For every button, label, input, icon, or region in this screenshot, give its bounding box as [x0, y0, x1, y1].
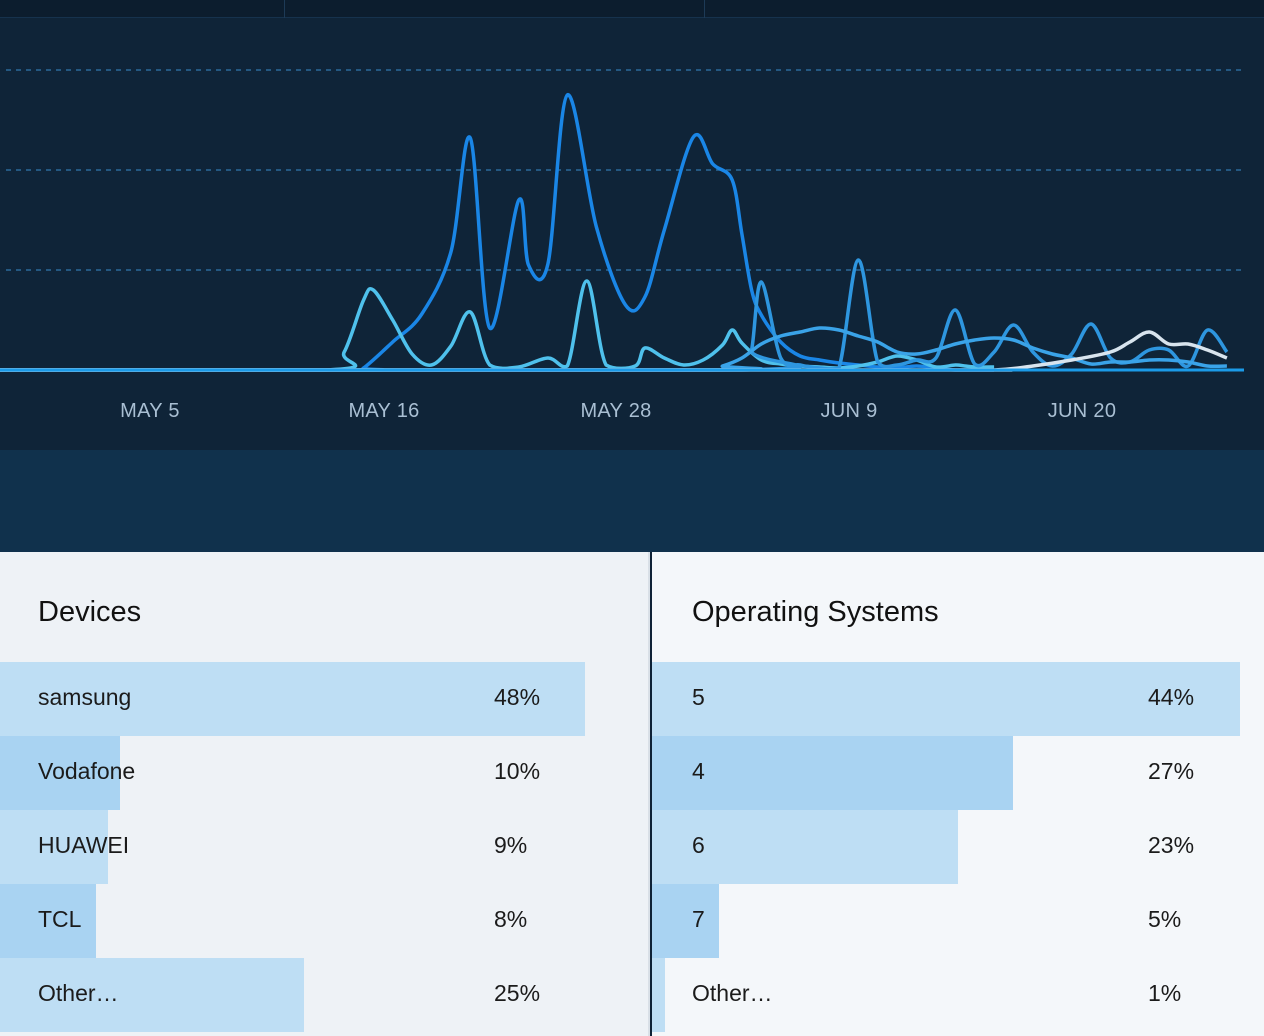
os-percent: 5% — [1148, 906, 1182, 932]
x-tick-label: MAY 28 — [580, 400, 652, 422]
os-percent: 23% — [1148, 832, 1195, 858]
os-label: 4 — [692, 758, 705, 784]
series-line-2[interactable] — [0, 279, 995, 372]
device-bar — [0, 884, 96, 958]
device-percent: 25% — [494, 980, 541, 1006]
os-row[interactable]: Other… 1% — [652, 958, 1264, 1032]
os-percent: 27% — [1148, 758, 1195, 784]
os-row[interactable]: 5 44% — [652, 662, 1264, 736]
operating-systems-title: Operating Systems — [692, 596, 939, 628]
device-label: Other… — [38, 980, 119, 1006]
os-percent: 1% — [1148, 980, 1182, 1006]
device-row[interactable]: TCL 8% — [0, 884, 648, 958]
series-line-4[interactable] — [0, 326, 1227, 372]
device-label: HUAWEI — [38, 832, 130, 858]
os-bar — [652, 662, 1240, 736]
os-row[interactable]: 6 23% — [652, 810, 1264, 884]
operating-systems-panel: Operating Systems 5 44% 4 27% 6 23% 7 5% Other… 1… — [652, 552, 1264, 1036]
device-bar — [0, 662, 585, 736]
x-tick-label: JUN 9 — [820, 400, 878, 422]
timeline-chart[interactable]: MAY 5 MAY 16 MAY 28 JUN 9 JUN 20 — [0, 18, 1264, 450]
strip-divider — [704, 0, 705, 18]
device-label: Vodafone — [38, 758, 136, 784]
chart-footer-band — [0, 450, 1264, 552]
device-label: samsung — [38, 684, 132, 710]
os-label: 7 — [692, 906, 705, 932]
device-label: TCL — [38, 906, 82, 932]
device-row[interactable]: HUAWEI 9% — [0, 810, 648, 884]
devices-title: Devices — [38, 596, 142, 628]
device-bar — [0, 736, 120, 810]
device-percent: 9% — [494, 832, 528, 858]
x-tick-label: MAY 16 — [348, 400, 420, 422]
x-tick-label: MAY 5 — [120, 400, 180, 422]
os-row[interactable]: 4 27% — [652, 736, 1264, 810]
device-percent: 8% — [494, 906, 528, 932]
os-bar — [652, 810, 958, 884]
os-bar — [652, 736, 1013, 810]
os-label: 6 — [692, 832, 705, 858]
strip-divider — [284, 0, 285, 18]
device-row[interactable]: samsung 48% — [0, 662, 648, 736]
device-bar — [0, 810, 108, 884]
device-bar — [0, 958, 304, 1032]
os-bar — [652, 958, 665, 1032]
os-label: 5 — [692, 684, 705, 710]
device-percent: 48% — [494, 684, 541, 710]
device-row[interactable]: Vodafone 10% — [0, 736, 648, 810]
devices-panel: Devices samsung 48% Vodafone 10% HUAWEI 9% TCL… — [0, 552, 650, 1036]
os-percent: 44% — [1148, 684, 1195, 710]
top-strip — [0, 0, 1264, 18]
x-tick-label: JUN 20 — [1047, 400, 1117, 422]
os-label: Other… — [692, 980, 773, 1006]
os-row[interactable]: 7 5% — [652, 884, 1264, 958]
device-percent: 10% — [494, 758, 541, 784]
device-row[interactable]: Other… 25% — [0, 958, 648, 1032]
os-bar — [652, 884, 719, 958]
chart-svg — [0, 69, 1244, 372]
